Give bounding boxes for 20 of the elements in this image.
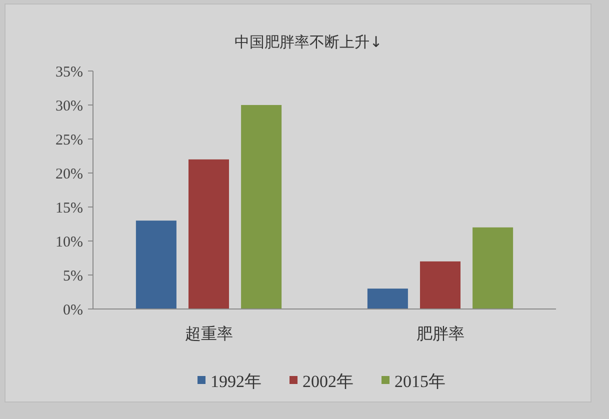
y-tick-label: 25% bbox=[56, 132, 83, 148]
bar bbox=[420, 261, 461, 309]
bar bbox=[472, 227, 514, 309]
x-tick-label: 肥胖率 bbox=[416, 325, 464, 343]
bar bbox=[367, 288, 408, 309]
bar bbox=[188, 159, 230, 309]
legend-label: 1992年 bbox=[210, 372, 262, 391]
y-tick-label: 20% bbox=[56, 166, 83, 182]
bar bbox=[241, 105, 282, 309]
legend-label: 2002年 bbox=[302, 372, 354, 391]
x-tick-label: 超重率 bbox=[184, 325, 233, 343]
y-tick-label: 35% bbox=[56, 64, 83, 80]
y-tick-label: 0% bbox=[63, 302, 83, 318]
bar bbox=[136, 220, 176, 309]
y-tick-label: 15% bbox=[56, 200, 83, 216]
legend-label: 2015年 bbox=[394, 372, 446, 391]
y-tick-label: 10% bbox=[56, 234, 83, 250]
y-tick-label: 5% bbox=[63, 268, 83, 284]
chart-title: 中国肥胖率不断上升↓ bbox=[234, 33, 382, 51]
y-tick-label: 30% bbox=[56, 98, 83, 114]
